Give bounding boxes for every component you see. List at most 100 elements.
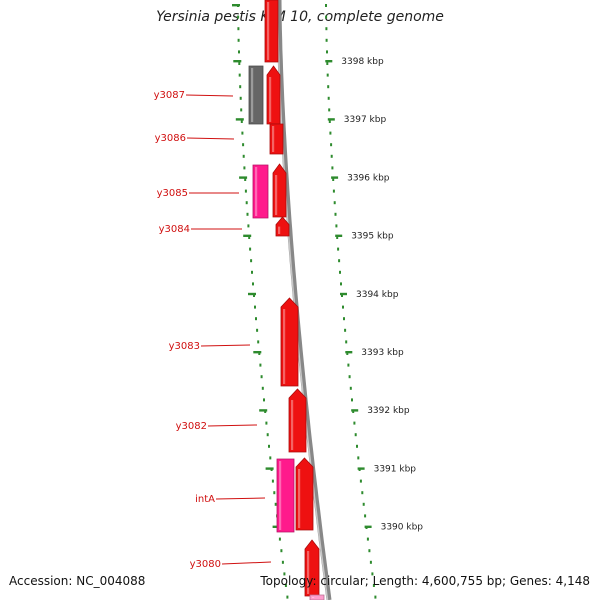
minor-tick	[335, 224, 338, 228]
minor-tick	[237, 38, 240, 42]
scale-tick-label: 3391 kbp	[374, 464, 417, 474]
major-tick	[364, 525, 372, 528]
major-tick	[335, 234, 343, 237]
minor-tick	[238, 50, 240, 54]
gene-track	[248, 0, 325, 600]
minor-tick	[269, 456, 272, 460]
scale-tick-label: 3390 kbp	[381, 523, 424, 533]
major-tick	[248, 292, 256, 296]
gene-label: y3083	[169, 341, 200, 352]
gene-label: y3087	[154, 90, 185, 101]
gene-arrow	[272, 163, 287, 218]
outer-tick-track	[325, 4, 377, 599]
major-tick	[253, 351, 262, 354]
scale-tick-label: 3393 kbp	[361, 348, 404, 358]
minor-tick	[326, 73, 329, 77]
minor-tick	[253, 294, 255, 297]
minor-tick	[333, 201, 336, 205]
minor-tick	[286, 595, 289, 599]
gene-arrow	[275, 216, 290, 237]
major-tick	[340, 292, 347, 296]
label-leader-line	[215, 497, 266, 500]
gene-label: y3085	[157, 188, 188, 199]
gene-arrow	[295, 457, 314, 531]
minor-tick	[325, 38, 328, 42]
minor-tick	[340, 282, 342, 286]
minor-tick	[331, 166, 334, 170]
gene-arrow	[269, 123, 284, 155]
minor-tick	[281, 560, 284, 564]
minor-tick	[280, 549, 283, 553]
major-tick	[327, 118, 335, 121]
minor-tick	[369, 560, 372, 564]
minor-tick	[341, 294, 343, 297]
minor-tick	[273, 491, 276, 495]
scale-tick-label: 3394 kbp	[356, 290, 399, 300]
minor-tick	[265, 421, 268, 425]
minor-tick	[349, 386, 352, 390]
minor-tick	[242, 143, 245, 147]
minor-tick	[330, 143, 333, 147]
minor-tick	[366, 537, 369, 541]
minor-tick	[243, 166, 246, 170]
major-tick	[243, 234, 252, 237]
minor-tick	[271, 479, 274, 483]
label-leader-line	[207, 424, 258, 427]
major-tick	[265, 467, 274, 470]
minor-tick	[249, 247, 252, 251]
minor-tick	[261, 386, 264, 390]
minor-tick	[237, 27, 240, 31]
gene-block	[309, 594, 325, 600]
minor-tick	[325, 4, 327, 7]
minor-tick	[237, 15, 240, 19]
minor-tick	[239, 96, 242, 100]
minor-tick	[347, 363, 350, 367]
minor-tick	[238, 73, 241, 77]
minor-tick	[247, 224, 250, 228]
major-tick	[235, 118, 244, 121]
scale-tick-label: 3398 kbp	[341, 57, 384, 67]
major-tick	[331, 176, 339, 179]
minor-tick	[240, 108, 243, 112]
minor-tick	[353, 421, 356, 425]
minor-tick	[284, 584, 287, 587]
gene-labels: y3087 y3086 y3085 y3084 y3083 y3082 intA y3080	[154, 90, 272, 570]
minor-tick	[368, 549, 371, 553]
gene-block	[248, 65, 264, 125]
label-leader-line	[186, 137, 235, 140]
minor-tick	[328, 120, 331, 123]
minor-tick	[283, 572, 286, 576]
gene-label: y3084	[159, 224, 190, 235]
minor-tick	[251, 270, 253, 274]
accession-label: Accession: NC_004088	[9, 574, 146, 588]
minor-tick	[259, 363, 262, 367]
minor-tick	[240, 120, 243, 123]
minor-tick	[336, 236, 339, 239]
minor-tick	[258, 352, 261, 355]
gene-block	[276, 458, 295, 533]
genome-backbone-line	[276, 0, 332, 600]
minor-tick	[260, 375, 263, 379]
minor-tick	[362, 502, 365, 506]
major-tick	[351, 409, 359, 412]
label-leader-line	[185, 94, 234, 97]
major-tick	[233, 60, 242, 63]
scale-tick-label: 3392 kbp	[367, 406, 410, 416]
gene-label: y3082	[176, 421, 207, 432]
minor-tick	[344, 328, 347, 332]
minor-tick	[252, 282, 254, 286]
minor-tick	[332, 178, 335, 181]
minor-tick	[338, 259, 341, 263]
label-leader-line	[200, 344, 251, 347]
minor-tick	[245, 201, 248, 205]
minor-tick	[325, 15, 328, 19]
minor-tick	[256, 328, 259, 332]
minor-tick	[246, 212, 249, 216]
minor-tick	[330, 154, 333, 158]
gene-label: intA	[195, 494, 215, 505]
gene-arrow	[264, 0, 279, 63]
minor-tick	[359, 479, 362, 483]
minor-tick	[255, 317, 257, 321]
